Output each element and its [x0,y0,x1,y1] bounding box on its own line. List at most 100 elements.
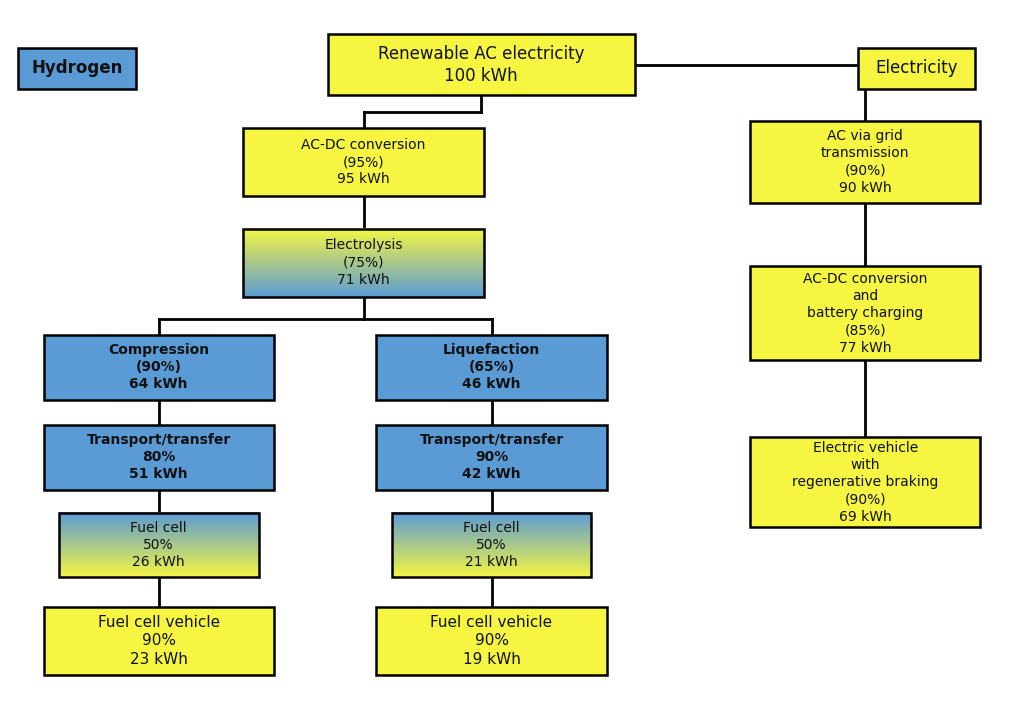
Bar [391,513,591,515]
Text: AC-DC conversion
and
battery charging
(85%)
77 kWh: AC-DC conversion and battery charging (8… [803,271,928,355]
Bar [391,566,591,567]
Bar [58,544,258,546]
Bar [58,575,258,576]
Text: Electrolysis
(75%)
71 kWh: Electrolysis (75%) 71 kWh [325,238,402,287]
Bar [43,425,274,490]
Bar [58,559,258,560]
Bar [58,517,258,519]
Bar [391,552,591,554]
Bar [391,530,591,532]
Bar [328,34,635,95]
Bar [244,231,483,233]
Bar [244,256,483,258]
Bar [244,251,483,253]
Bar [58,550,258,552]
Bar [244,239,483,241]
Bar [391,560,591,562]
Bar [391,517,591,519]
Bar [43,606,274,675]
Bar [58,527,258,528]
Bar [244,282,483,284]
Bar [391,528,591,530]
Bar [58,559,258,562]
Text: Electricity: Electricity [876,59,957,77]
Bar [244,245,483,247]
Bar [391,531,591,533]
Text: AC-DC conversion
(95%)
95 kWh: AC-DC conversion (95%) 95 kWh [301,138,426,186]
Bar [391,559,591,562]
Bar [58,570,258,572]
Bar [377,425,606,490]
Bar [58,513,258,515]
Bar [391,573,591,575]
Bar [244,285,483,287]
Bar [244,254,483,256]
Bar [244,284,483,286]
Bar [58,555,258,557]
Bar [244,238,483,240]
Bar [391,538,591,540]
Bar [58,521,258,523]
Bar [244,274,483,276]
Bar [17,48,135,89]
Bar [58,554,258,556]
Bar [391,568,591,570]
Bar [244,271,483,273]
Bar [58,542,258,544]
Bar [750,120,980,203]
Bar [58,546,258,549]
Bar [391,520,591,521]
Bar [391,533,591,534]
Bar [244,266,483,269]
Text: Compression
(90%)
64 kWh: Compression (90%) 64 kWh [109,343,209,392]
Bar [244,293,483,294]
Bar [391,513,591,577]
Bar [244,258,483,259]
Bar [58,564,258,566]
Bar [244,235,483,237]
Bar [58,518,258,520]
Bar [58,569,258,571]
Bar [391,575,591,576]
Text: Fuel cell vehicle
90%
19 kWh: Fuel cell vehicle 90% 19 kWh [430,615,553,667]
Bar [244,240,483,242]
Text: AC via grid
transmission
(90%)
90 kWh: AC via grid transmission (90%) 90 kWh [821,129,909,195]
Bar [58,547,258,549]
Bar [58,576,258,577]
Bar [244,277,483,279]
Bar [244,276,483,278]
Bar [244,268,483,270]
Bar [391,544,591,546]
Bar [58,540,258,541]
Bar [244,287,483,289]
Bar [391,521,591,523]
Bar [377,606,606,675]
Bar [244,253,483,255]
Bar [391,551,591,553]
Bar [391,537,591,539]
Bar [391,576,591,577]
Bar [58,523,258,524]
Bar [391,524,591,526]
Bar [244,260,483,261]
Bar [244,274,483,275]
Bar [58,514,258,516]
Bar [391,564,591,567]
Bar [244,248,483,251]
Bar [58,536,258,537]
Bar [58,539,258,541]
Bar [391,562,591,563]
Bar [58,556,258,558]
Bar [377,335,606,400]
Bar [244,289,483,292]
Bar [244,233,483,235]
Bar [391,564,591,566]
Bar [391,570,591,572]
Bar [244,229,483,297]
Bar [58,529,258,531]
Bar [58,533,258,534]
Bar [391,516,591,517]
Bar [58,516,258,517]
Bar [750,266,980,360]
Text: Fuel cell
50%
21 kWh: Fuel cell 50% 21 kWh [463,521,520,570]
